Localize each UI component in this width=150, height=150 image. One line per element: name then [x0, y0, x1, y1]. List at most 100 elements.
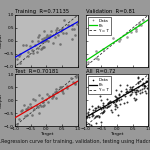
Point	[111, 110, 113, 113]
Point	[126, 100, 128, 103]
Point	[21, 109, 23, 111]
Point	[136, 80, 139, 83]
Point	[47, 101, 49, 104]
Point	[116, 97, 119, 99]
Point	[98, 116, 100, 118]
Legend: Data, Fit, Y = T: Data, Fit, Y = T	[88, 17, 111, 34]
Point	[108, 105, 110, 107]
Point	[85, 121, 87, 123]
Point	[86, 60, 89, 63]
Point	[137, 81, 140, 84]
Point	[37, 47, 39, 49]
Point	[48, 94, 50, 97]
Point	[37, 35, 40, 38]
Point	[94, 109, 96, 112]
Point	[26, 114, 28, 117]
Point	[20, 110, 22, 112]
Point	[18, 62, 21, 64]
Point	[52, 92, 54, 95]
Point	[47, 36, 49, 38]
Point	[98, 115, 100, 117]
Point	[113, 105, 116, 108]
Point	[146, 13, 148, 15]
Point	[74, 33, 76, 36]
Point	[118, 103, 121, 105]
Point	[112, 100, 114, 103]
Point	[65, 87, 68, 89]
Point	[125, 91, 127, 93]
Point	[109, 100, 111, 103]
Point	[87, 123, 90, 125]
Point	[104, 106, 107, 109]
Text: Training  R=0.71135: Training R=0.71135	[15, 9, 69, 14]
Point	[135, 98, 137, 100]
Point	[98, 106, 101, 108]
Point	[45, 34, 48, 36]
Point	[88, 116, 90, 118]
Point	[102, 111, 104, 113]
Point	[42, 30, 45, 33]
Point	[147, 83, 150, 86]
Point	[45, 35, 47, 38]
Point	[76, 74, 78, 76]
Point	[36, 105, 39, 107]
Point	[71, 24, 74, 26]
Point	[31, 40, 33, 43]
Point	[28, 44, 31, 47]
Point	[118, 40, 120, 42]
X-axis label: Target: Target	[110, 132, 124, 136]
Point	[126, 35, 129, 38]
Point	[85, 117, 87, 119]
Point	[42, 105, 44, 108]
Point	[143, 85, 146, 87]
Point	[54, 35, 56, 38]
Point	[138, 21, 141, 24]
Point	[131, 91, 133, 93]
Point	[92, 109, 94, 111]
Point	[102, 102, 104, 104]
Point	[138, 24, 140, 26]
Point	[25, 44, 28, 46]
Point	[137, 89, 139, 92]
Text: Test  R=0.70181: Test R=0.70181	[15, 69, 59, 74]
Point	[27, 105, 29, 108]
Point	[102, 104, 104, 106]
Point	[135, 93, 138, 96]
Point	[43, 36, 46, 39]
Point	[40, 97, 43, 99]
Point	[123, 102, 125, 104]
Point	[97, 57, 99, 60]
Point	[141, 88, 143, 90]
Point	[112, 36, 115, 39]
Point	[130, 31, 132, 33]
Point	[132, 97, 135, 99]
Point	[34, 44, 36, 46]
Point	[97, 106, 99, 108]
Text: Fig .5.1.Regression curve for training, validation, testing using Hadcm3 data: Fig .5.1.Regression curve for training, …	[0, 139, 150, 144]
Point	[146, 87, 148, 90]
Point	[91, 112, 93, 115]
Point	[114, 96, 117, 99]
Point	[87, 112, 90, 115]
Point	[26, 108, 28, 111]
Point	[95, 121, 97, 124]
Point	[90, 124, 93, 126]
Y-axis label: Output: Output	[0, 33, 3, 48]
Point	[75, 76, 78, 78]
Point	[25, 108, 28, 111]
Point	[129, 93, 132, 95]
Point	[118, 94, 121, 96]
Point	[139, 89, 141, 92]
Point	[27, 51, 29, 53]
Point	[63, 19, 65, 21]
Point	[64, 32, 67, 34]
Point	[38, 34, 40, 36]
Point	[56, 91, 58, 93]
Point	[32, 52, 34, 54]
Point	[40, 38, 43, 40]
Point	[124, 88, 127, 90]
X-axis label: Target: Target	[40, 132, 53, 136]
Point	[99, 120, 102, 123]
Point	[60, 28, 63, 30]
Point	[40, 41, 42, 43]
